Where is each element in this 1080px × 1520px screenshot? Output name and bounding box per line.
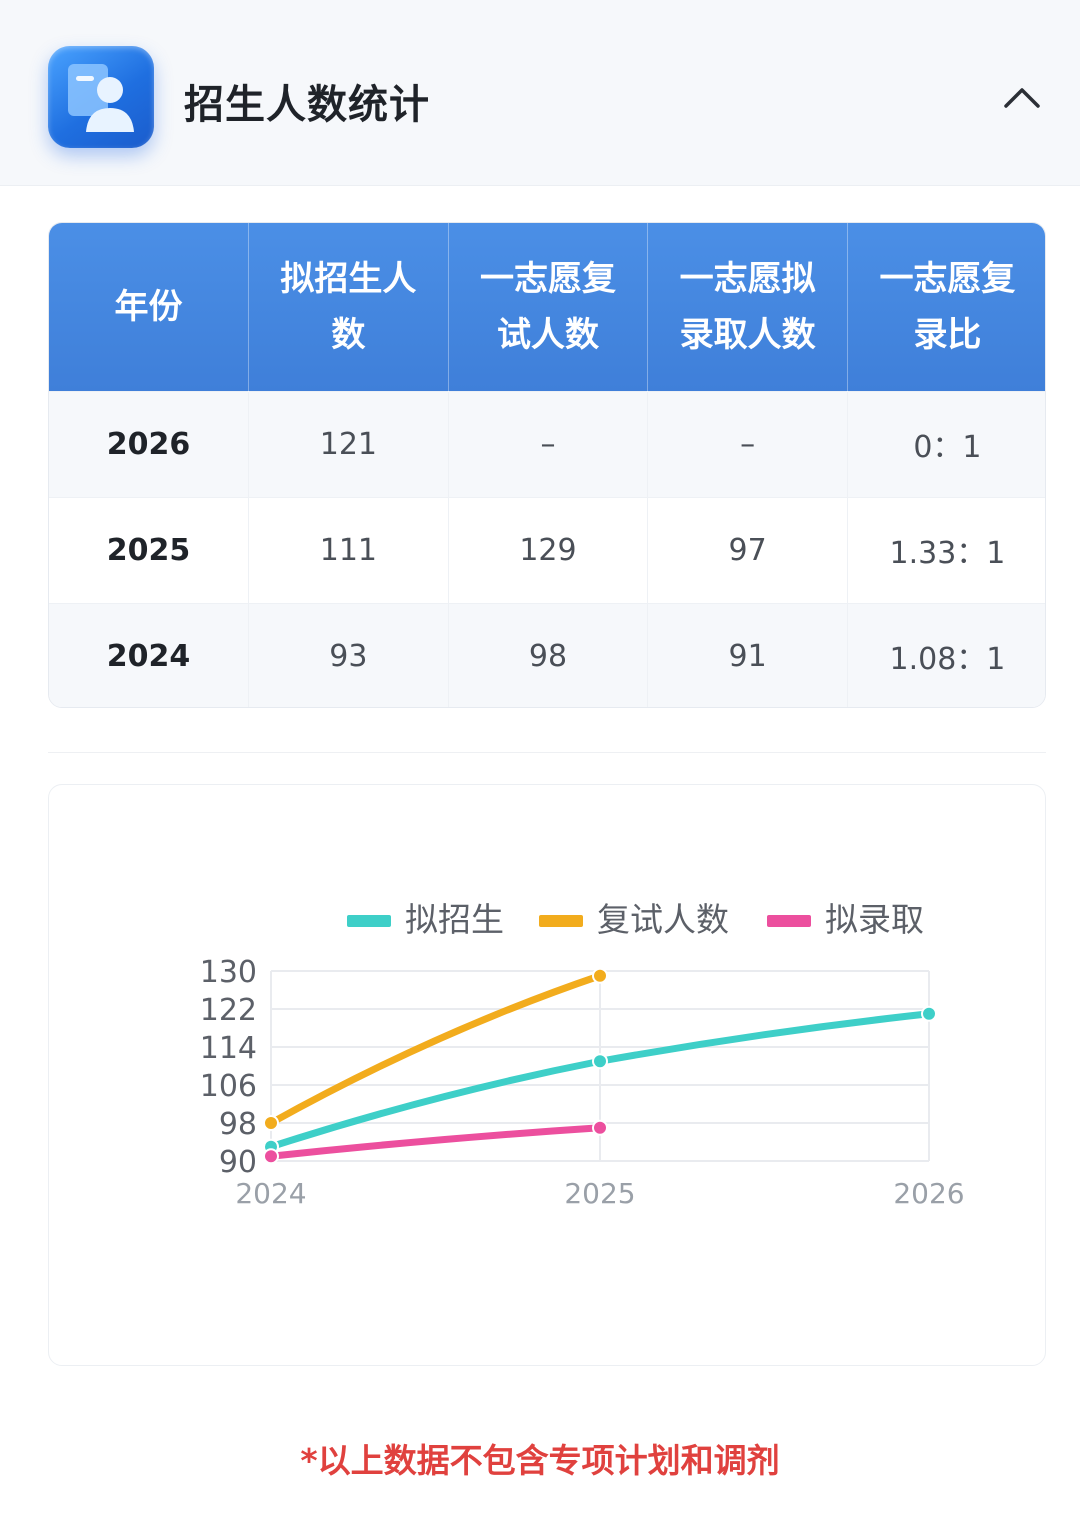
column-header-year: 年份 [49,223,250,391]
data-point [592,967,608,984]
data-point [921,1005,937,1022]
series-line [267,1124,604,1160]
table-cell: 129 [448,496,649,603]
data-point [592,1119,608,1136]
data-point [263,1115,279,1131]
table-cell-year: 2024 [49,602,250,707]
table-row: 2024 93 98 91 1.08：1 [49,602,1045,707]
table-cell: 0：1 [847,390,1045,497]
y-tick-label: 114 [200,1031,257,1066]
chevron-up-icon[interactable] [996,76,1048,120]
table-cell: 1.08：1 [847,602,1045,707]
table-cell: – [448,390,649,497]
table-cell: 91 [647,602,848,707]
y-tick-label: 122 [200,993,257,1028]
table-cell-year: 2025 [49,496,250,603]
x-tick-label: 2026 [893,1177,964,1210]
data-point [592,1053,608,1070]
table-cell: 98 [448,602,649,707]
x-tick-label: 2025 [564,1177,635,1210]
table-cell: 97 [647,496,848,603]
divider [48,752,1046,753]
y-tick-label: 90 [219,1145,257,1180]
legend-swatch [347,915,391,927]
table-cell: – [647,390,848,497]
legend-label: 复试人数 [597,900,729,939]
table-cell: 121 [248,390,449,497]
data-point [263,1148,279,1165]
legend-label: 拟录取 [825,900,924,939]
legend-swatch [539,915,583,927]
table-cell-year: 2026 [49,390,250,497]
table-row: 2026 121 – – 0：1 [49,390,1045,497]
section-header[interactable]: 招生人数统计 [0,0,1080,186]
page-title: 招生人数统计 [184,82,430,128]
y-tick-label: 130 [200,955,257,990]
legend-swatch [767,915,811,927]
column-header-planned: 拟招生人数 [248,223,449,391]
table-cell: 111 [248,496,449,603]
y-tick-label: 98 [219,1107,257,1142]
admission-table: 年份 拟招生人数 一志愿复试人数 一志愿拟录取人数 一志愿复录比 2026 12… [48,222,1046,708]
table-cell: 93 [248,602,449,707]
column-header-ratio: 一志愿复录比 [847,223,1045,391]
footnote: *以上数据不包含专项计划和调剂 [300,1441,780,1480]
line-chart-card: 90 98 106 114 122 130 2024 2025 2026 拟招生 复试人数 拟录取 [48,784,1046,1366]
table-cell: 1.33：1 [847,496,1045,603]
admission-profile-icon [48,46,154,148]
column-header-retest: 一志愿复试人数 [448,223,649,391]
series-line [267,972,604,1127]
y-tick-label: 106 [200,1069,257,1104]
column-header-admitted: 一志愿拟录取人数 [647,223,848,391]
table-header-row: 年份 拟招生人数 一志愿复试人数 一志愿拟录取人数 一志愿复录比 [49,223,1045,391]
table-row: 2025 111 129 97 1.33：1 [49,496,1045,603]
legend-label: 拟招生 [405,900,504,939]
x-tick-label: 2024 [235,1177,306,1210]
